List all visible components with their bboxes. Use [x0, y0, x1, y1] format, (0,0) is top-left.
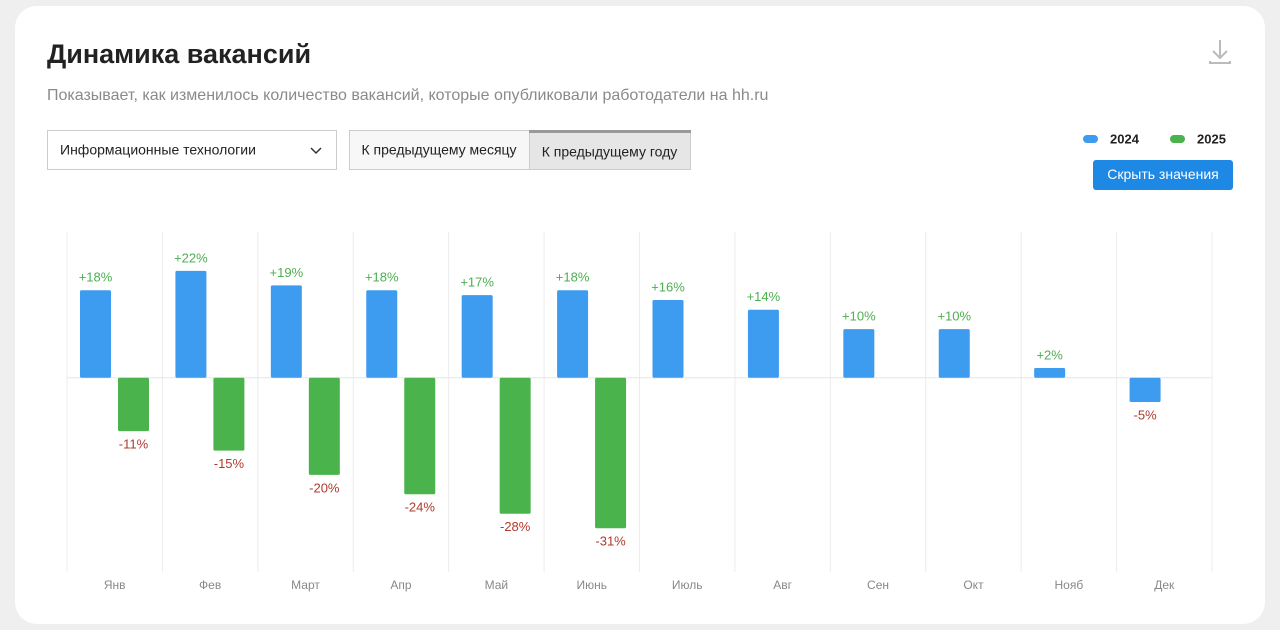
bar [747, 309, 779, 378]
button-label: Скрыть значения [1107, 166, 1219, 182]
x-tick-label: Янв [104, 578, 126, 592]
value-label: +10% [937, 309, 971, 324]
value-label: -24% [405, 500, 436, 515]
x-tick-label: Май [485, 578, 509, 592]
title: Динамика вакансий [47, 39, 311, 69]
bar [595, 377, 627, 529]
value-label: -11% [119, 437, 149, 452]
bar [308, 377, 340, 475]
bar [1129, 377, 1161, 402]
value-label: +18% [556, 270, 590, 285]
tab[interactable]: К предыдущему месяцу [349, 130, 530, 170]
x-tick-label: Июнь [577, 578, 608, 592]
bar [557, 290, 589, 378]
legend-swatch [1170, 135, 1185, 143]
subtitle: Показывает, как изменилось количество ва… [47, 87, 768, 104]
x-tick-label: Фев [199, 578, 221, 592]
bar [938, 329, 970, 378]
value-label: +18% [79, 270, 113, 285]
x-tick-label: Март [291, 578, 320, 592]
x-tick-label: Авг [773, 578, 792, 592]
x-tick-label: Сен [867, 578, 889, 592]
value-label: +19% [270, 265, 304, 280]
value-label: +17% [460, 275, 494, 290]
tab-label: К предыдущему году [542, 144, 678, 160]
select-box [47, 130, 337, 170]
tab-label: К предыдущему месяцу [361, 142, 516, 158]
bar [461, 295, 493, 378]
value-label: +18% [365, 270, 399, 285]
value-label: -31% [595, 534, 626, 549]
tabs: К предыдущему месяцу К предыдущему году [349, 130, 691, 170]
bar [80, 290, 111, 378]
legend-label: 2024 [1110, 131, 1140, 146]
bar [499, 377, 531, 514]
value-label: -20% [309, 480, 340, 495]
download-glyph [1209, 40, 1231, 64]
value-label: +10% [842, 309, 876, 324]
download-icon[interactable] [1209, 40, 1231, 64]
tab[interactable]: К предыдущему году [529, 130, 691, 170]
bar [366, 290, 398, 378]
legend-label: 2025 [1197, 131, 1226, 146]
x-tick-label: Окт [963, 578, 984, 592]
legend-swatch [1083, 135, 1098, 143]
bar [404, 377, 436, 495]
bar [118, 377, 149, 432]
bar [1034, 368, 1066, 378]
value-label: +2% [1036, 347, 1063, 362]
bar [213, 377, 245, 451]
hide-button[interactable]: Скрыть значения [1093, 160, 1233, 190]
x-tick-label: Июль [672, 578, 703, 592]
select-arrow [310, 147, 322, 155]
tab-bg [529, 130, 691, 170]
value-label: +14% [747, 289, 781, 304]
x-tick-label: Нояб [1055, 578, 1084, 592]
value-label: -28% [500, 519, 531, 534]
tab-top-border [529, 130, 691, 133]
bar [843, 329, 875, 378]
value-label: +16% [651, 279, 685, 294]
x-tick-label: Дек [1154, 578, 1175, 592]
industry-select[interactable]: Информационные технологии [47, 130, 337, 170]
button-bg [1093, 160, 1233, 190]
value-label: +22% [174, 250, 208, 265]
x-tick-label: Апр [390, 578, 412, 592]
bar [175, 270, 207, 378]
select-value: Информационные технологии [60, 142, 256, 158]
value-label: -5% [1134, 407, 1158, 422]
value-label: -15% [214, 456, 245, 471]
bar [270, 285, 302, 378]
bar [652, 300, 684, 378]
